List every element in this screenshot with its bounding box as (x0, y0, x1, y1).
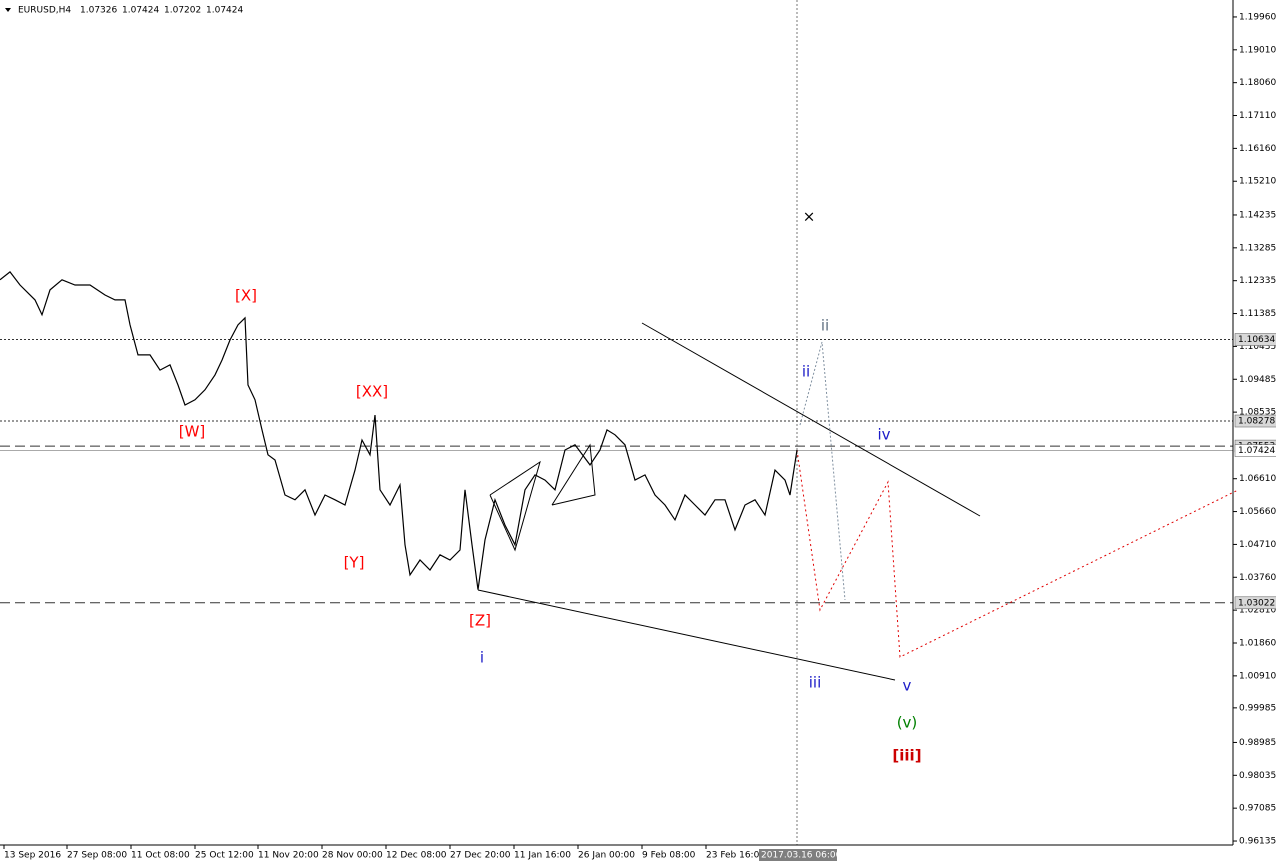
y-tick-label: 1.06610 (1239, 474, 1276, 484)
y-tick-label: 1.17110 (1239, 111, 1276, 121)
x-tick-label: 11 Jan 16:00 (514, 851, 571, 861)
x-tick-label: 26 Jan 00:00 (578, 851, 635, 861)
y-tick-label: 1.14235 (1239, 210, 1276, 220)
y-tick-label: 1.02810 (1239, 606, 1276, 616)
wave-label: × (803, 208, 816, 226)
y-tick-label: 1.12335 (1239, 276, 1276, 286)
y-tick-label: 1.09485 (1239, 375, 1276, 385)
level-label-box (1234, 333, 1276, 346)
x-tick-label: 23 Feb 16:00 (706, 851, 765, 861)
trendline (641, 322, 981, 517)
wave-label: ii (821, 317, 829, 335)
y-tick-label: 1.00910 (1239, 671, 1276, 681)
x-tick-label: 25 Oct 12:00 (195, 851, 254, 861)
y-tick-label: 1.05660 (1239, 507, 1276, 517)
ohlc-value: 1.07424 (122, 6, 159, 16)
y-tick-label: 1.15210 (1239, 177, 1276, 187)
projection (796, 449, 1239, 658)
symbol-title: EURUSD,H4 (18, 6, 71, 16)
trendline (477, 589, 896, 681)
wave-label: [W] (179, 423, 206, 441)
y-tick-label: 1.16160 (1239, 144, 1276, 154)
y-tick-label: 1.03760 (1239, 573, 1276, 583)
level-label: 1.08278 (1238, 417, 1275, 427)
ohlc-value: 1.07326 (80, 6, 117, 16)
wave-label: v (903, 677, 912, 695)
x-tick-label: 9 Feb 08:00 (642, 851, 696, 861)
y-tick-label: 0.99985 (1239, 703, 1276, 713)
x-tick-label: 28 Nov 00:00 (322, 851, 383, 861)
level-label: 1.10634 (1238, 335, 1275, 345)
y-tick-label: 1.04710 (1239, 540, 1276, 550)
crosshair-label: 2017.03.16 06:00 (761, 851, 842, 861)
y-tick-label: 1.19960 (1239, 12, 1276, 22)
y-tick-label: 1.11385 (1239, 309, 1276, 319)
x-tick-label: 27 Sep 08:00 (67, 851, 127, 861)
triangle (551, 443, 596, 506)
wave-label: [X] (235, 287, 257, 305)
y-tick-label: 0.97085 (1239, 804, 1276, 814)
x-tick-label: 27 Dec 20:00 (450, 851, 511, 861)
wave-label: iii (809, 674, 822, 692)
wave-label: [XX] (356, 383, 388, 401)
wave-label: (v) (897, 714, 918, 732)
y-tick-label: 1.19010 (1239, 45, 1276, 55)
y-tick-label: 1.08535 (1239, 408, 1276, 418)
crosshair-label-box (759, 849, 837, 861)
y-tick-label: 0.96135 (1239, 837, 1276, 847)
level-label-box (1234, 414, 1276, 428)
price-layer (0, 271, 798, 590)
level-label: 1.07424 (1238, 446, 1275, 456)
x-tick-label: 11 Oct 08:00 (131, 851, 190, 861)
y-tick-label: 0.98985 (1239, 738, 1276, 748)
ohlc-value: 1.07202 (164, 6, 201, 16)
wave-label: [Z] (469, 612, 491, 630)
wave-label: i (480, 649, 484, 667)
wave-label: iv (877, 426, 890, 444)
x-tick-label: 11 Nov 20:00 (258, 851, 319, 861)
y-tick-label: 1.18060 (1239, 78, 1276, 88)
triangle (489, 460, 541, 552)
y-tick-label: 1.10435 (1239, 342, 1276, 352)
menu-arrow[interactable] (5, 8, 11, 12)
wave-label: [iii] (892, 747, 921, 765)
x-tick-label: 12 Dec 08:00 (386, 851, 447, 861)
level-label: 1.03022 (1238, 598, 1275, 608)
level-label-box (1234, 596, 1276, 610)
y-tick-label: 1.01860 (1239, 639, 1276, 649)
wave-label: [Y] (344, 554, 365, 572)
x-tick-label: 13 Sep 2016 (4, 851, 61, 861)
wave-label: ii (802, 363, 810, 381)
drawings (477, 322, 1239, 681)
projection (799, 341, 846, 601)
y-tick-label: 0.98035 (1239, 771, 1276, 781)
price-line (0, 271, 798, 590)
level-label-box (1234, 444, 1276, 457)
y-tick-label: 1.13285 (1239, 243, 1276, 253)
ohlc-value: 1.07424 (206, 6, 243, 16)
